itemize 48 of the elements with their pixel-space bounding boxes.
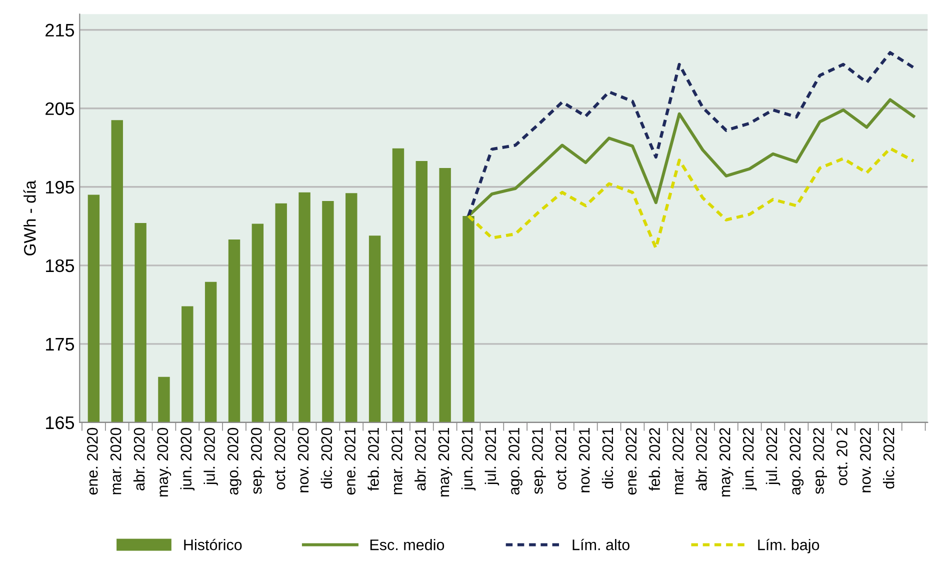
- x-tick-label: may. 2020: [157, 428, 172, 496]
- x-tick-label: jul. 2021: [484, 428, 500, 486]
- x-tick-label: jun. 2021: [461, 428, 476, 491]
- x-tick-label: jul. 2020: [204, 428, 218, 486]
- x-tick-label: dic. 2020: [320, 428, 332, 489]
- x-tick-label: mar. 2022: [672, 428, 684, 494]
- x-tick-label: jun. 2022: [742, 428, 757, 491]
- x-tick-label: ene. 2020: [86, 428, 98, 495]
- x-tick-label: may. 2022: [719, 428, 734, 496]
- x-tick-label: jul. 2022: [766, 428, 780, 486]
- x-tick-label: abr. 2022: [696, 428, 707, 490]
- x-tick-label: nov. 2021: [578, 428, 590, 492]
- legend-label: Lím. bajo: [758, 538, 820, 554]
- x-tick-label: sep. 2022: [813, 428, 827, 494]
- x-tick-label: dic. 2022: [883, 428, 894, 489]
- y-tick-label: 195: [46, 180, 74, 194]
- line-series: [466, 146, 916, 250]
- line-series: [466, 51, 916, 218]
- x-tick-label: ene. 2022: [626, 428, 637, 495]
- legend-label: Lím. alto: [572, 538, 630, 550]
- x-tick-label: nov. 2020: [298, 428, 309, 492]
- x-tick-label: abr. 2020: [133, 428, 145, 490]
- y-axis-title: GWh - día: [23, 180, 36, 256]
- x-tick-label: ago. 2021: [508, 428, 522, 495]
- x-tick-label: oct. 20 2: [836, 428, 848, 486]
- y-tick-label: 185: [46, 259, 74, 272]
- x-tick-label: ene. 2021: [344, 428, 356, 495]
- x-tick-label: abr. 2021: [414, 428, 426, 490]
- legend-label: Esc. medio: [370, 539, 444, 550]
- x-tick-label: mar. 2020: [110, 428, 122, 494]
- y-tick-label: 215: [46, 24, 74, 37]
- x-tick-label: may. 2021: [438, 428, 452, 496]
- x-tick-label: nov. 2022: [860, 428, 871, 492]
- x-tick-label: ago. 2022: [790, 428, 804, 495]
- x-tick-label: dic. 2021: [602, 428, 614, 489]
- y-tick-label: 205: [46, 102, 74, 116]
- legend-label: Histórico: [184, 538, 242, 550]
- x-tick-label: oct. 2020: [274, 428, 286, 490]
- x-tick-label: ago. 2020: [228, 428, 242, 495]
- x-tick-label: jun. 2020: [180, 428, 195, 491]
- x-tick-label: mar. 2021: [392, 428, 402, 494]
- x-tick-label: sep. 2020: [250, 428, 265, 494]
- x-tick-label: sep. 2021: [532, 428, 546, 494]
- y-tick-label: 165: [46, 416, 74, 430]
- x-tick-label: feb. 2021: [368, 428, 379, 491]
- x-tick-label: feb. 2022: [648, 428, 660, 491]
- y-tick-label: 175: [46, 338, 74, 351]
- x-tick-label: oct. 2021: [555, 428, 566, 490]
